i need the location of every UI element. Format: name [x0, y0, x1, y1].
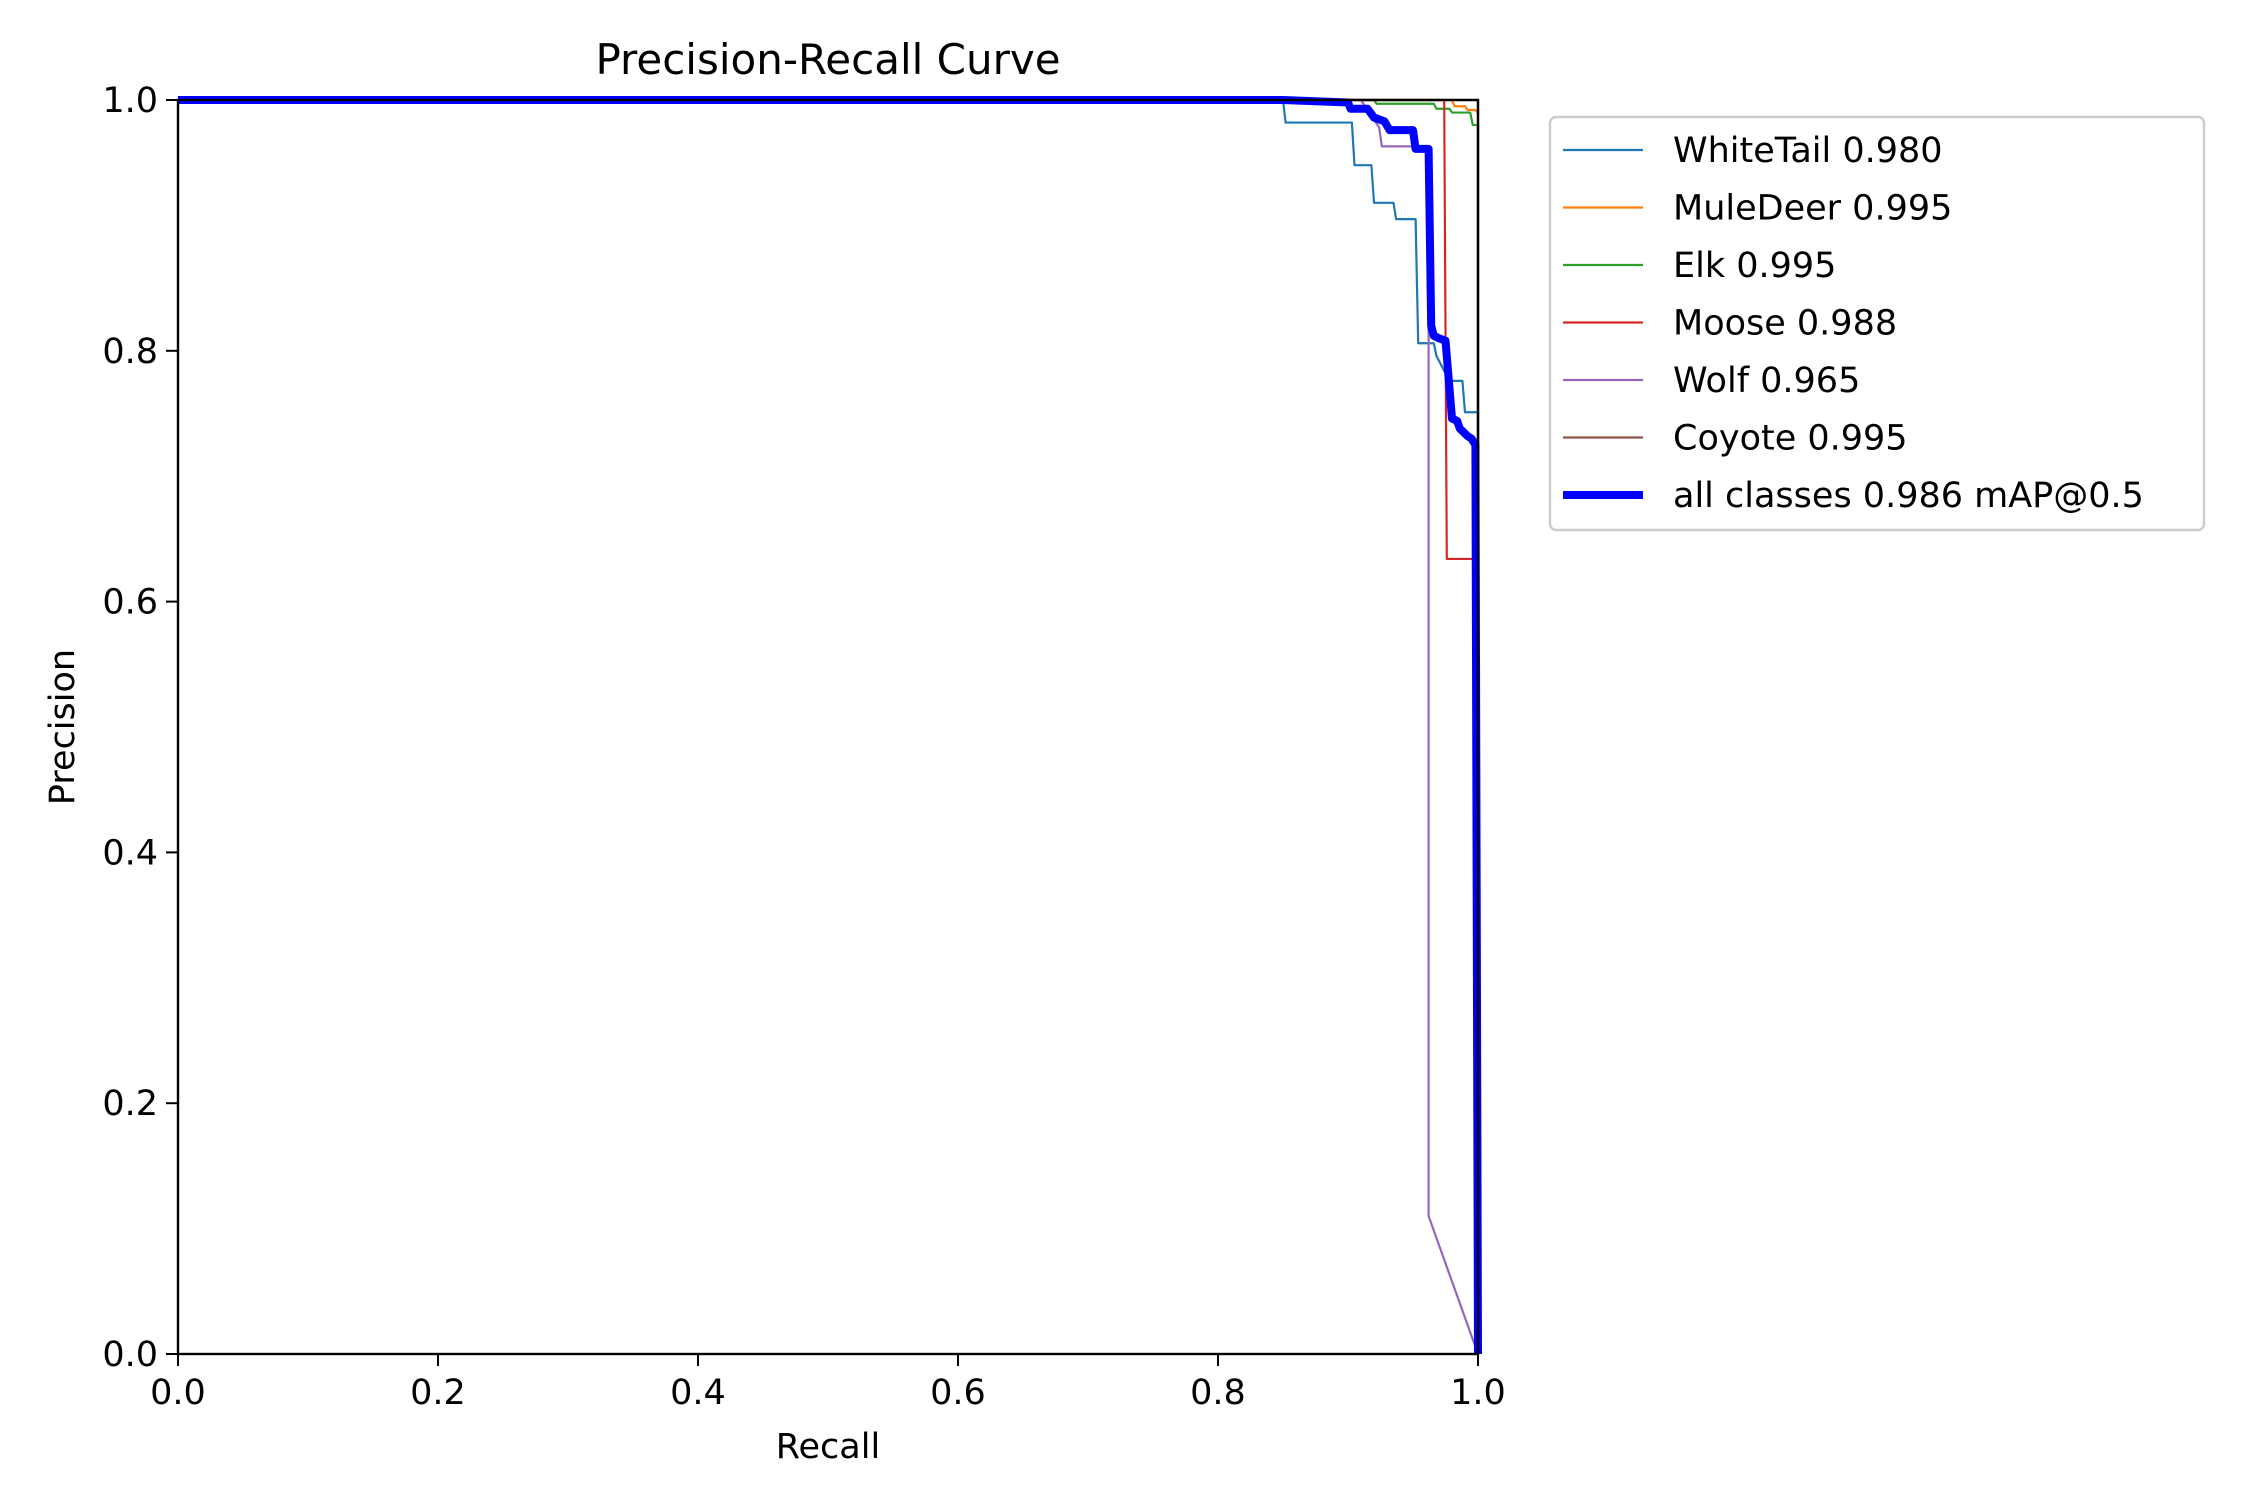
legend-items: WhiteTail 0.980 MuleDeer 0.995 Elk 0.995 Mo…: [1563, 131, 2144, 516]
series-line-2: [178, 98, 1480, 1354]
axes-frame: [176, 98, 1480, 1356]
x-tick-label: 0.0: [150, 1373, 206, 1413]
y-tick-label: 1.0: [102, 81, 158, 121]
legend-label-5: Coyote 0.995: [1673, 419, 1908, 459]
series-line-6: [178, 96, 1482, 1355]
series-line-4: [178, 98, 1480, 1355]
x-tick-label: 0.8: [1190, 1373, 1246, 1413]
chart-title: Precision-Recall Curve: [595, 35, 1060, 84]
legend-label-3: Moose 0.988: [1673, 304, 1897, 344]
legend-label-0: WhiteTail 0.980: [1673, 131, 1943, 171]
y-tick-label: 0.4: [102, 833, 158, 873]
y-axis-label: Precision: [43, 649, 83, 805]
x-tick-label: 0.6: [930, 1373, 986, 1413]
x-tick-label: 0.4: [670, 1373, 726, 1413]
x-tick-label: 0.2: [410, 1373, 466, 1413]
legend-label-4: Wolf 0.965: [1673, 361, 1860, 401]
y-tick-label: 0.6: [102, 583, 158, 623]
y-tick-label: 0.2: [102, 1084, 158, 1124]
y-axis-ticks: 0.0 0.2 0.4 0.6 0.8 1.0: [102, 81, 178, 1375]
legend-label-2: Elk 0.995: [1673, 246, 1836, 286]
legend-box: [1548, 115, 2206, 532]
legend-label-6: all classes 0.986 mAP@0.5: [1673, 476, 2144, 516]
series-line-0: [178, 98, 1480, 1354]
y-tick-label: 0.0: [102, 1335, 158, 1375]
x-tick-label: 1.0: [1450, 1373, 1506, 1413]
legend-label-1: MuleDeer 0.995: [1673, 189, 1952, 229]
y-tick-label: 0.8: [102, 332, 158, 372]
legend: WhiteTail 0.980 MuleDeer 0.995 Elk 0.995 Mo…: [1548, 115, 2206, 532]
x-axis-label: Recall: [776, 1427, 880, 1467]
x-axis-ticks: 0.0 0.2 0.4 0.6 0.8 1.0: [150, 1354, 1506, 1413]
